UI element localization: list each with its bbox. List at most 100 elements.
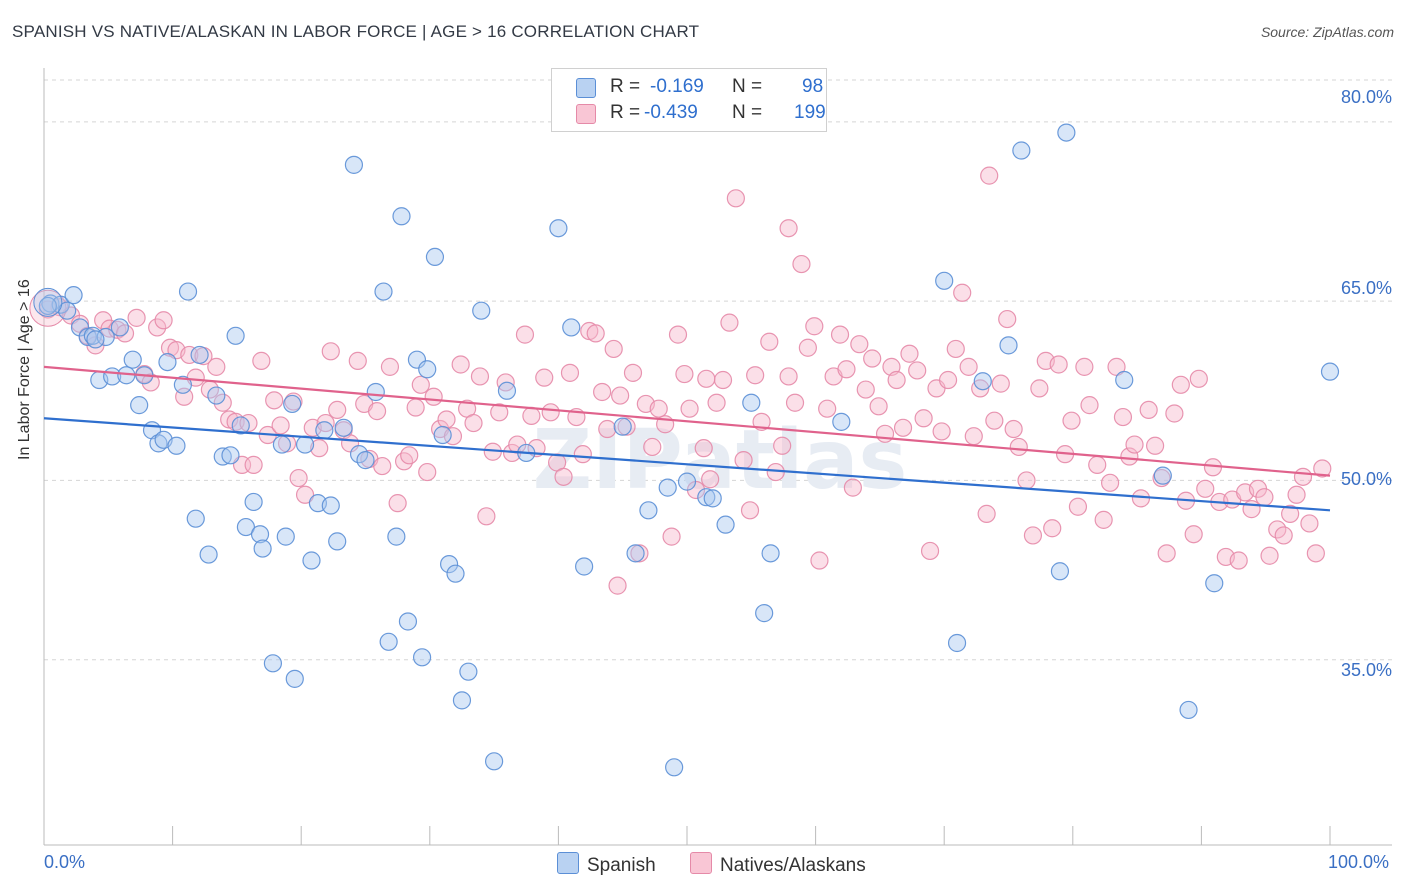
natives-point (938, 370, 958, 390)
natives-point (598, 419, 617, 439)
spanish-point (485, 752, 504, 771)
natives-point (830, 325, 850, 344)
natives-point (1184, 525, 1203, 544)
natives-point (985, 411, 1004, 430)
spanish-point (459, 662, 478, 681)
source-credit: Source: ZipAtlas.com (1260, 24, 1394, 40)
natives-point (734, 451, 753, 470)
spanish-point (334, 418, 353, 437)
spanish-point (344, 155, 364, 174)
spanish-point (935, 271, 954, 290)
spanish-point (236, 517, 256, 537)
natives-point (1229, 551, 1248, 570)
natives-point (321, 342, 340, 361)
spanish-point (742, 393, 761, 412)
legend-label-spanish: Spanish (587, 855, 656, 876)
natives-point (515, 325, 535, 344)
spanish-point (173, 375, 192, 394)
spanish-point (231, 416, 250, 435)
spanish-point (149, 434, 168, 453)
natives-point (643, 437, 662, 457)
natives-point (573, 445, 592, 464)
spanish-point (1050, 562, 1070, 581)
natives-point (29, 289, 67, 327)
spanish-point (703, 489, 722, 508)
natives-point (908, 361, 927, 380)
natives-point (953, 283, 972, 302)
spanish-point (328, 532, 347, 551)
y-tick-label-65: 65.0% (1340, 278, 1392, 298)
natives-point (424, 387, 443, 406)
spanish-trend-line (43, 417, 1331, 512)
natives-point (1255, 488, 1274, 507)
n-label: N = (732, 102, 763, 123)
spanish-point (64, 286, 83, 305)
natives-point (773, 436, 792, 455)
spanish-point (452, 691, 472, 710)
spanish-point (947, 633, 967, 653)
natives-point (1306, 544, 1325, 563)
spanish-swatch (576, 78, 596, 98)
spanish-point (1115, 370, 1134, 390)
spanish-point (439, 555, 459, 574)
natives-point (697, 369, 716, 388)
natives-point (1088, 455, 1107, 474)
natives-point (406, 398, 425, 417)
spanish-point (283, 394, 302, 414)
natives-point (707, 393, 726, 412)
spanish-point (613, 417, 632, 436)
natives-point (617, 417, 636, 436)
natives-point (720, 313, 739, 332)
natives-point (1313, 459, 1332, 478)
natives-point (1062, 411, 1081, 430)
natives-point (1274, 526, 1293, 545)
natives-point (779, 367, 798, 386)
r-value-natives: -0.439 (644, 102, 698, 123)
natives-point (964, 427, 983, 446)
natives-point (470, 367, 490, 386)
natives-point (875, 424, 895, 443)
legend-item-natives[interactable]: Natives/Alaskans (690, 852, 866, 877)
spanish-point (276, 527, 295, 546)
natives-point (843, 478, 862, 497)
spanish-point (658, 478, 677, 497)
spanish-point (70, 318, 90, 337)
legend-item-spanish[interactable]: Spanish (557, 852, 656, 877)
natives-point (959, 357, 978, 376)
natives-point (1030, 379, 1049, 398)
natives-point (649, 399, 668, 418)
natives-point (380, 357, 400, 376)
spanish-point (253, 539, 272, 558)
natives-point (141, 373, 160, 392)
spanish-point (302, 551, 321, 570)
spanish-point (446, 564, 465, 583)
natives-point (244, 455, 263, 474)
natives-point (694, 439, 713, 458)
natives-point (1146, 436, 1165, 455)
spanish-point (374, 282, 393, 301)
natives-point (226, 412, 245, 431)
natives-point (680, 399, 699, 418)
spanish-point (199, 545, 218, 564)
spanish-point (392, 207, 411, 226)
natives-point (1068, 497, 1088, 516)
natives-point (713, 370, 733, 390)
natives-point (1287, 485, 1306, 504)
natives-point (1293, 467, 1313, 486)
natives-point (400, 446, 419, 465)
natives-point (604, 339, 623, 359)
r-label: R = (610, 102, 641, 123)
natives-point (726, 189, 745, 208)
natives-point (977, 504, 996, 523)
natives-point (115, 324, 135, 343)
n-label: N = (732, 76, 763, 97)
natives-swatch (576, 104, 596, 124)
spanish-point (697, 488, 716, 507)
spanish-point (761, 544, 780, 563)
natives-point (869, 397, 888, 416)
spanish-point (379, 632, 398, 651)
natives-point (213, 393, 232, 412)
axes (43, 68, 1392, 846)
spanish-point (433, 425, 452, 445)
natives-point (914, 409, 933, 428)
